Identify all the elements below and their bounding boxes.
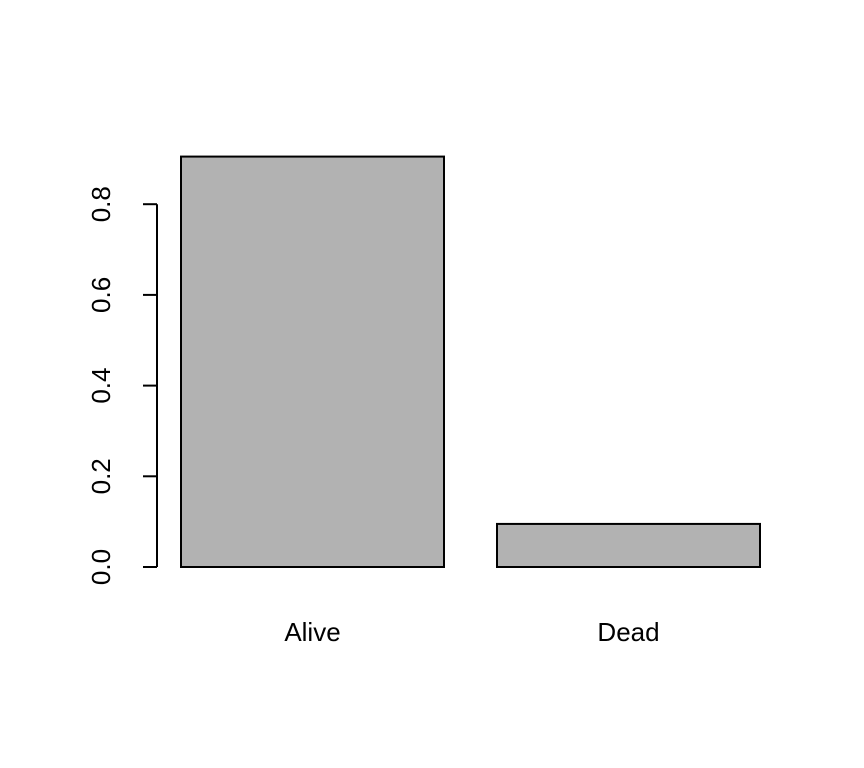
x-label-alive: Alive xyxy=(284,617,340,647)
x-label-dead: Dead xyxy=(597,617,659,647)
y-tick-label: 0.0 xyxy=(86,549,116,585)
y-tick-label: 0.8 xyxy=(86,186,116,222)
y-tick-label: 0.6 xyxy=(86,277,116,313)
bars-group xyxy=(180,155,761,569)
y-tick-label: 0.2 xyxy=(86,458,116,494)
y-tick-label: 0.4 xyxy=(86,368,116,404)
x-category-labels: Alive Dead xyxy=(284,617,659,647)
y-axis: 0.0 0.2 0.4 0.6 0.8 xyxy=(86,186,158,585)
bar-dead xyxy=(496,522,761,568)
bar-alive xyxy=(180,155,445,569)
